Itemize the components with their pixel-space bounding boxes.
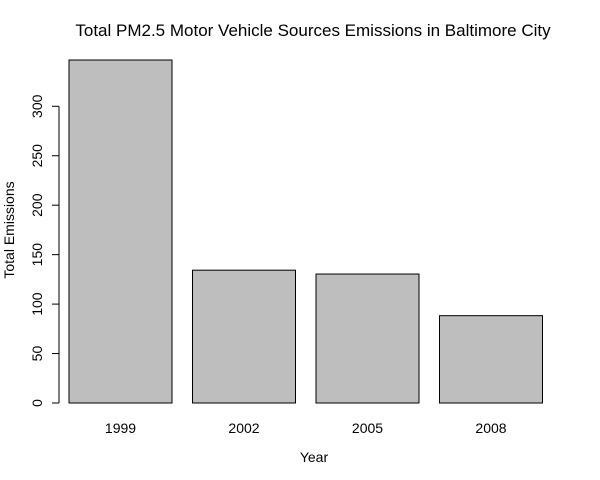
chart-title: Total PM2.5 Motor Vehicle Sources Emissi… (75, 21, 551, 40)
y-tick-label-50: 50 (29, 346, 45, 362)
bar-1999 (68, 59, 173, 404)
bar-2005 (315, 273, 420, 404)
bar-2002 (192, 269, 296, 404)
y-tick-label-0: 0 (29, 399, 45, 407)
y-axis: 0 50 100 150 200 250 300 (29, 94, 60, 407)
y-tick-label-250: 250 (29, 144, 45, 168)
y-tick-label-100: 100 (29, 292, 45, 316)
x-tick-label-2005: 2005 (352, 420, 383, 436)
x-tick-labels: 1999 2002 2005 2008 (105, 420, 507, 436)
y-tick-label-150: 150 (29, 243, 45, 267)
x-tick-label-2008: 2008 (475, 420, 506, 436)
x-tick-label-1999: 1999 (105, 420, 136, 436)
y-tick-label-200: 200 (29, 193, 45, 217)
x-tick-label-2002: 2002 (228, 420, 259, 436)
x-axis-label: Year (300, 449, 329, 465)
bars-group (68, 59, 543, 404)
bar-2008 (439, 315, 543, 404)
y-tick-label-300: 300 (29, 94, 45, 118)
y-axis-label: Total Emissions (1, 181, 17, 278)
